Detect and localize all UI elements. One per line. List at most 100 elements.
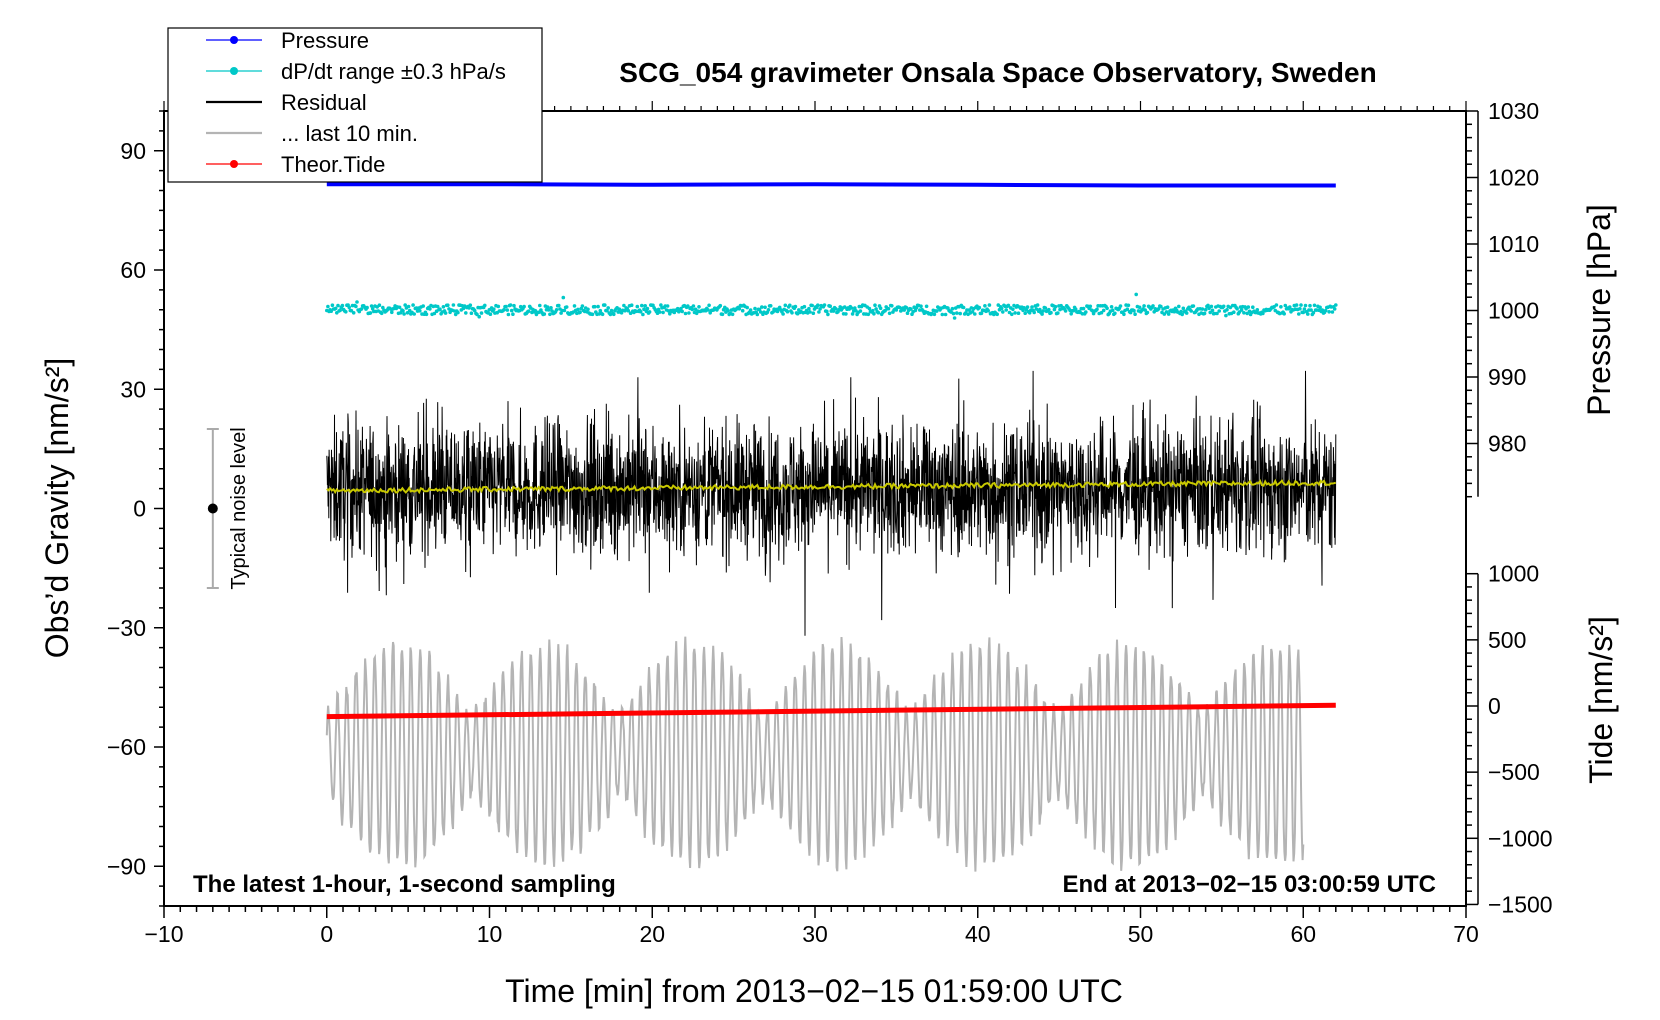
dpdt-point [421, 304, 426, 308]
dpdt-point [683, 311, 688, 316]
dpdt-point [1073, 307, 1078, 312]
pressure-tick-label: 1020 [1488, 165, 1539, 191]
dpdt-point [475, 312, 479, 317]
dpdt-point [446, 303, 450, 308]
dpdt-point [943, 312, 948, 317]
dpdt-point [411, 303, 415, 307]
dpdt-point [1165, 305, 1170, 310]
dpdt-point [740, 308, 745, 313]
chart-title: SCG_054 gravimeter Onsala Space Observat… [619, 57, 1376, 88]
dpdt-point [818, 307, 822, 311]
dpdt-point [867, 306, 872, 311]
dpdt-point [349, 308, 354, 313]
dpdt-point [844, 312, 848, 316]
dpdt-point [858, 309, 863, 313]
tide-tick-label: −1000 [1488, 825, 1553, 851]
dpdt-point [1049, 310, 1053, 315]
tide-tick-label: −500 [1488, 759, 1540, 785]
dpdt-point [1184, 311, 1189, 315]
legend-label: Pressure [281, 28, 369, 53]
dpdt-point [1255, 308, 1260, 312]
noise-level-indicator: Typical noise level [206, 427, 250, 590]
dpdt-point [1298, 307, 1302, 311]
dpdt-point [641, 312, 645, 317]
dpdt-point [438, 307, 442, 312]
dpdt-point [564, 305, 569, 309]
dpdt-point [1069, 312, 1073, 316]
dpdt-point [730, 312, 735, 317]
dpdt-point [456, 310, 460, 315]
dpdt-point [1332, 307, 1337, 311]
dpdt-point [467, 306, 471, 310]
dpdt-point [1210, 308, 1215, 313]
dpdt-point [970, 310, 975, 314]
dpdt-point [656, 307, 661, 312]
dpdt-point [1004, 308, 1008, 312]
tide-tick-label: 0 [1488, 693, 1501, 719]
dpdt-point [1035, 303, 1040, 307]
dpdt-point [441, 305, 446, 309]
dpdt-point [657, 310, 662, 314]
dpdt-point [401, 309, 405, 313]
series-layer [325, 182, 1338, 872]
dpdt-point [1099, 310, 1104, 315]
dpdt-point [874, 307, 878, 311]
dpdt-point [817, 310, 821, 314]
dpdt-point [359, 307, 364, 311]
dpdt-point [706, 308, 710, 312]
dpdt-point [952, 316, 957, 320]
noise-bar-dot [207, 503, 218, 514]
dpdt-point [665, 304, 670, 308]
dpdt-point [578, 310, 582, 315]
dpdt-point [505, 308, 510, 312]
dpdt-point [1311, 310, 1316, 315]
dpdt-point [1208, 310, 1212, 315]
dpdt-point [562, 308, 567, 313]
dpdt-point [405, 311, 410, 315]
y-tick-label: −60 [107, 734, 146, 760]
tide-tick-label: 500 [1488, 627, 1526, 653]
dpdt-point [1179, 309, 1183, 314]
dpdt-point [1288, 305, 1292, 309]
x-tick-label: 70 [1453, 921, 1479, 947]
dpdt-point [872, 312, 876, 316]
dpdt-point [496, 304, 501, 309]
dpdt-point [1125, 307, 1130, 312]
dpdt-point [1063, 309, 1068, 313]
dpdt-point [509, 308, 514, 313]
dpdt-point [1312, 303, 1317, 308]
dpdt-point [958, 311, 962, 316]
dpdt-point [592, 304, 597, 309]
dpdt-point [443, 311, 448, 315]
dpdt-point [668, 312, 672, 316]
legend-label: Residual [281, 90, 367, 115]
dpdt-point [330, 303, 335, 308]
end-time-annotation: End at 2013−02−15 03:00:59 UTC [1062, 871, 1436, 898]
dpdt-point [977, 305, 982, 310]
dpdt-point [1301, 310, 1306, 315]
dpdt-point [1156, 307, 1161, 311]
dpdt-point [1030, 305, 1034, 309]
dpdt-point [1151, 304, 1155, 308]
dpdt-point [622, 303, 626, 308]
dpdt-point [1209, 304, 1214, 309]
dpdt-point [1309, 308, 1313, 312]
dpdt-point [1202, 311, 1207, 316]
tide-tick-label: −1500 [1488, 891, 1553, 917]
dpdt-point [403, 303, 408, 307]
dpdt-point [451, 303, 456, 307]
dpdt-point [365, 305, 369, 310]
pressure-tick-label: 990 [1488, 364, 1526, 390]
sampling-annotation: The latest 1-hour, 1-second sampling [193, 871, 616, 898]
dpdt-point [428, 307, 432, 311]
dpdt-point [1011, 307, 1015, 312]
dpdt-point [1200, 307, 1205, 311]
pressure-tick-label: 1000 [1488, 298, 1539, 324]
pressure-line [326, 182, 1336, 188]
dpdt-point [951, 311, 956, 316]
dpdt-point [469, 311, 474, 316]
dpdt-point [344, 310, 348, 314]
dpdt-point [1251, 305, 1255, 310]
dpdt-point [793, 304, 798, 309]
dpdt-point [479, 311, 484, 315]
